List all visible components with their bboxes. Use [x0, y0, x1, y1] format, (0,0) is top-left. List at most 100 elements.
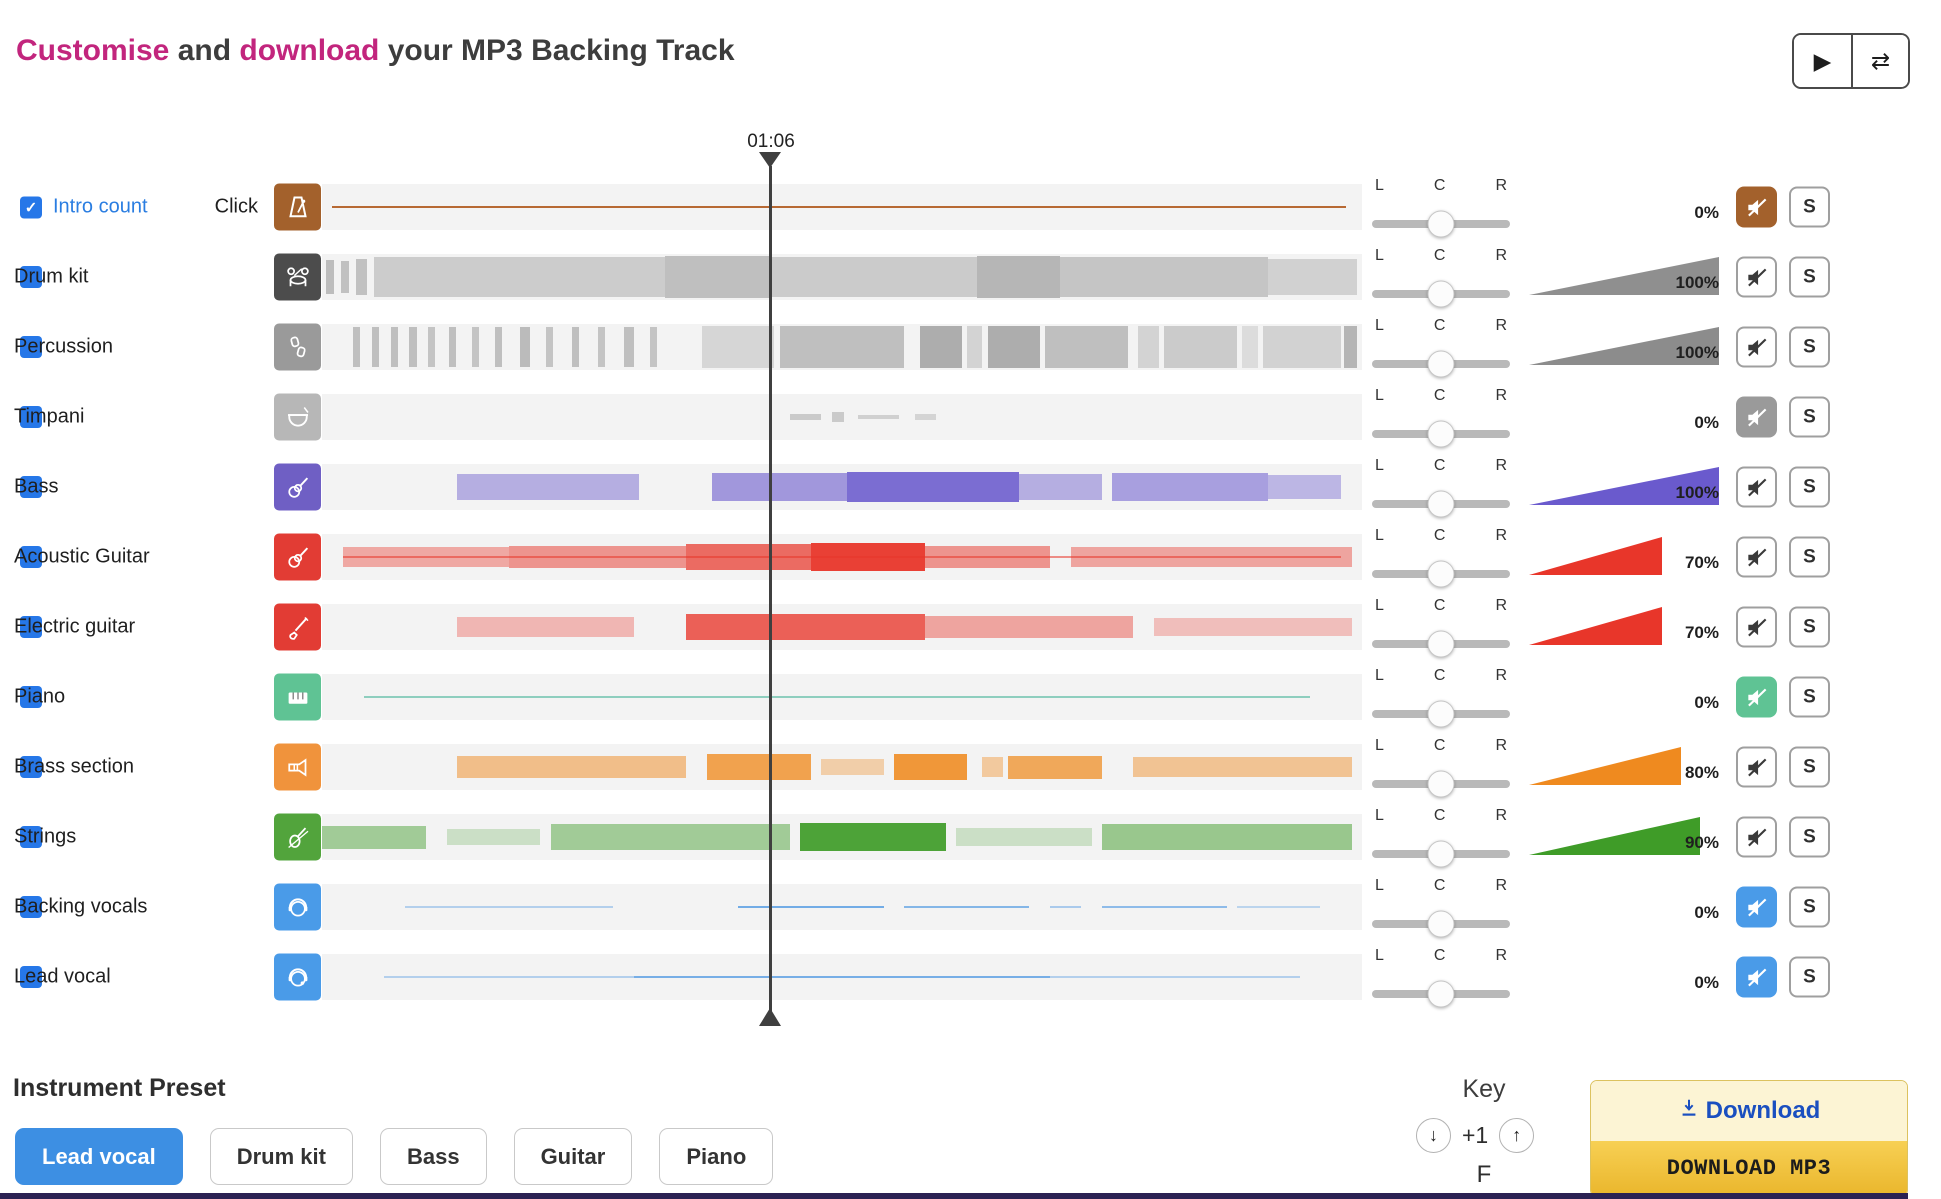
solo-button[interactable]: S	[1789, 956, 1830, 998]
intro-count-toggle[interactable]	[20, 686, 53, 708]
pan-knob[interactable]	[1427, 630, 1455, 658]
pan-knob[interactable]	[1427, 840, 1455, 868]
intro-count-checkbox[interactable]	[20, 476, 42, 498]
intro-count-toggle[interactable]	[20, 616, 53, 638]
intro-count-checkbox[interactable]	[20, 896, 42, 918]
preset-piano[interactable]: Piano	[659, 1128, 774, 1185]
pan-knob[interactable]	[1427, 490, 1455, 518]
mute-button[interactable]	[1736, 256, 1777, 298]
pan-slider[interactable]	[1372, 630, 1510, 658]
solo-button[interactable]: S	[1789, 536, 1830, 578]
intro-count-toggle[interactable]	[20, 896, 53, 918]
solo-button[interactable]: S	[1789, 746, 1830, 788]
solo-button[interactable]: S	[1789, 256, 1830, 298]
play-icon[interactable]: ▶	[1794, 35, 1851, 87]
download-mp3-button[interactable]: DOWNLOAD MP3	[1591, 1141, 1907, 1196]
volume-control[interactable]: 100%	[1529, 312, 1719, 382]
intro-count-checkbox[interactable]	[20, 266, 42, 288]
playhead-bottom-marker[interactable]	[759, 1008, 781, 1026]
waveform-lane[interactable]	[322, 394, 1362, 440]
key-down-button[interactable]: ↓	[1416, 1118, 1451, 1153]
pan-slider[interactable]	[1372, 840, 1510, 868]
pan-knob[interactable]	[1427, 700, 1455, 728]
intro-count-toggle[interactable]	[20, 336, 53, 358]
mute-button[interactable]	[1736, 606, 1777, 648]
mute-button[interactable]	[1736, 536, 1777, 578]
volume-control[interactable]: 70%	[1529, 592, 1719, 662]
volume-control[interactable]: 80%	[1529, 732, 1719, 802]
volume-control[interactable]: 0%	[1529, 942, 1719, 1012]
intro-count-toggle[interactable]	[20, 476, 53, 498]
volume-control[interactable]: 100%	[1529, 452, 1719, 522]
waveform-lane[interactable]	[322, 254, 1362, 300]
preset-drum-kit[interactable]: Drum kit	[209, 1128, 353, 1185]
waveform-lane[interactable]	[322, 464, 1362, 510]
volume-control[interactable]: 100%	[1529, 242, 1719, 312]
mute-button[interactable]	[1736, 886, 1777, 928]
waveform-lane[interactable]	[322, 324, 1362, 370]
pan-slider[interactable]	[1372, 420, 1510, 448]
intro-count-checkbox[interactable]	[20, 616, 42, 638]
volume-control[interactable]: 0%	[1529, 662, 1719, 732]
volume-control[interactable]: 90%	[1529, 802, 1719, 872]
intro-count-toggle[interactable]: ✓ Intro count	[20, 196, 148, 219]
pan-slider[interactable]	[1372, 350, 1510, 378]
intro-count-checkbox[interactable]	[20, 546, 42, 568]
preset-lead-vocal[interactable]: Lead vocal	[15, 1128, 183, 1185]
pan-knob[interactable]	[1427, 980, 1455, 1008]
solo-button[interactable]: S	[1789, 326, 1830, 368]
pan-knob[interactable]	[1427, 560, 1455, 588]
intro-count-checkbox[interactable]	[20, 756, 42, 778]
waveform-lane[interactable]	[322, 674, 1362, 720]
pan-slider[interactable]	[1372, 700, 1510, 728]
intro-count-checkbox[interactable]	[20, 686, 42, 708]
pan-knob[interactable]	[1427, 280, 1455, 308]
mute-button[interactable]	[1736, 326, 1777, 368]
intro-count-checkbox[interactable]	[20, 336, 42, 358]
waveform-lane[interactable]	[322, 744, 1362, 790]
download-link[interactable]: Download	[1591, 1081, 1907, 1141]
volume-control[interactable]: 0%	[1529, 872, 1719, 942]
pan-slider[interactable]	[1372, 490, 1510, 518]
intro-count-toggle[interactable]	[20, 546, 53, 568]
intro-count-checkbox[interactable]	[20, 826, 42, 848]
waveform-lane[interactable]	[322, 184, 1362, 230]
pan-slider[interactable]	[1372, 770, 1510, 798]
intro-count-toggle[interactable]	[20, 406, 53, 428]
mute-button[interactable]	[1736, 396, 1777, 438]
waveform-lane[interactable]	[322, 814, 1362, 860]
intro-count-toggle[interactable]	[20, 826, 53, 848]
pan-slider[interactable]	[1372, 910, 1510, 938]
playhead-line[interactable]	[769, 166, 772, 1012]
intro-count-checkbox[interactable]	[20, 966, 42, 988]
volume-control[interactable]: 0%	[1529, 382, 1719, 452]
mute-button[interactable]	[1736, 956, 1777, 998]
solo-button[interactable]: S	[1789, 606, 1830, 648]
solo-button[interactable]: S	[1789, 886, 1830, 928]
solo-button[interactable]: S	[1789, 676, 1830, 718]
mute-button[interactable]	[1736, 676, 1777, 718]
intro-count-toggle[interactable]	[20, 966, 53, 988]
pan-knob[interactable]	[1427, 350, 1455, 378]
preset-bass[interactable]: Bass	[379, 1128, 487, 1185]
waveform-lane[interactable]	[322, 884, 1362, 930]
key-up-button[interactable]: ↑	[1499, 1118, 1535, 1153]
mute-button[interactable]	[1736, 466, 1777, 508]
waveform-lane[interactable]	[322, 534, 1362, 580]
pan-slider[interactable]	[1372, 560, 1510, 588]
pan-knob[interactable]	[1427, 770, 1455, 798]
waveform-lane[interactable]	[322, 604, 1362, 650]
solo-button[interactable]: S	[1789, 466, 1830, 508]
playhead-top-marker[interactable]	[759, 152, 781, 168]
intro-count-toggle[interactable]	[20, 266, 53, 288]
pan-slider[interactable]	[1372, 980, 1510, 1008]
solo-button[interactable]: S	[1789, 396, 1830, 438]
mute-button[interactable]	[1736, 186, 1777, 228]
loop-icon[interactable]: ⇄	[1851, 35, 1908, 87]
solo-button[interactable]: S	[1789, 186, 1830, 228]
pan-knob[interactable]	[1427, 910, 1455, 938]
intro-count-checkbox[interactable]: ✓	[20, 196, 42, 218]
pan-slider[interactable]	[1372, 280, 1510, 308]
waveform-lane[interactable]	[322, 954, 1362, 1000]
solo-button[interactable]: S	[1789, 816, 1830, 858]
